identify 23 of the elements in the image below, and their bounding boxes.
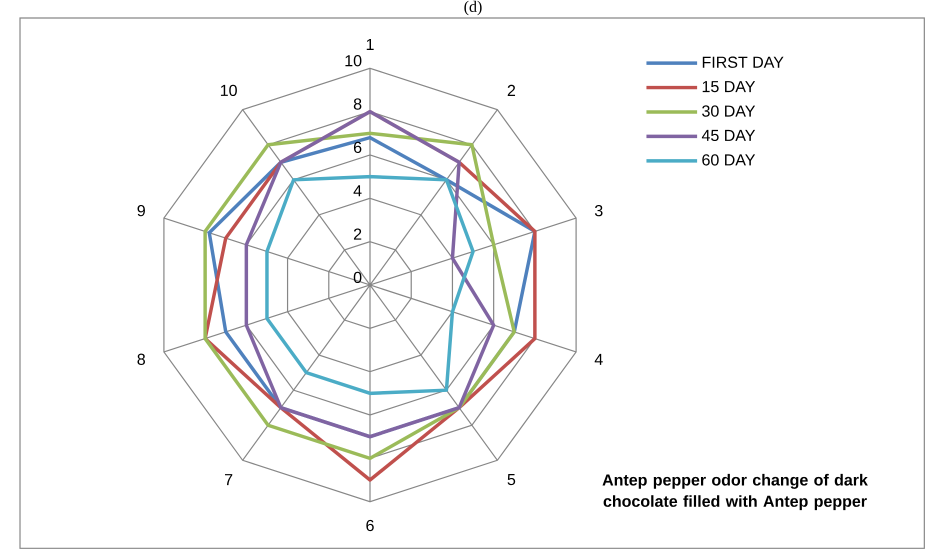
spoke-label: 2 bbox=[508, 84, 516, 96]
legend-label: FIRST DAY bbox=[702, 56, 784, 68]
legend-label: 15 DAY bbox=[702, 81, 756, 92]
spoke-label: 4 bbox=[594, 354, 603, 365]
spoke-label: 3 bbox=[594, 205, 603, 216]
y-tick-label: 0 bbox=[354, 272, 362, 284]
text: Antep pepper odor change of dark chocolate filled with Antep pepper bbox=[602, 474, 868, 510]
legend-label: 45 DAY bbox=[702, 130, 756, 142]
spoke-label: 7 bbox=[224, 474, 232, 486]
y-tick-label: 6 bbox=[354, 142, 362, 154]
y-tick-label: 8 bbox=[354, 98, 362, 110]
spoke-label: 6 bbox=[366, 520, 374, 532]
text: (d) bbox=[464, 0, 482, 16]
legend-label: 30 DAY bbox=[702, 105, 756, 117]
spoke-label: 10 bbox=[220, 84, 237, 96]
y-tick-label: 4 bbox=[354, 185, 362, 196]
spoke-label: 8 bbox=[137, 354, 145, 365]
legend-label: 60 DAY bbox=[702, 154, 756, 166]
y-tick-label: 10 bbox=[345, 55, 362, 66]
spoke-label: 5 bbox=[508, 474, 516, 486]
spoke-label: 1 bbox=[366, 38, 374, 50]
spoke-label: 9 bbox=[138, 205, 145, 216]
y-tick-label: 2 bbox=[354, 228, 362, 240]
